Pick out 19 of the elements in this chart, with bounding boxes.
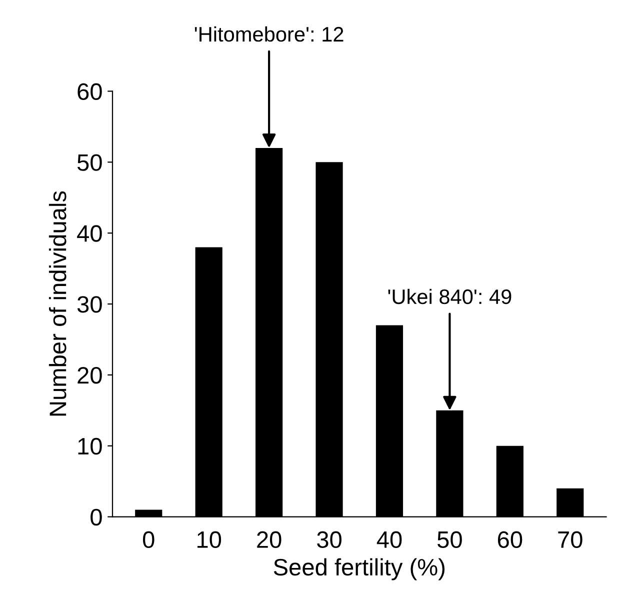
y-tick-label: 0 [90,508,102,526]
y-tick-label: 40 [77,225,102,242]
x-tick-label: 50 [438,531,462,548]
x-tick-label: 20 [257,531,282,548]
y-tick-label: 10 [78,438,102,455]
y-tick-label: 30 [77,296,102,313]
y-tick-label: 50 [77,154,102,171]
x-tick-label: 0 [142,531,154,548]
y-axis-title: Number of individuals [48,191,66,416]
y-tick-label: 20 [78,367,102,384]
x-tick-label: 60 [498,531,522,548]
x-tick-label: 70 [558,531,582,548]
x-axis-title: Seed fertility (%) [274,558,445,580]
y-tick-label: 60 [78,83,102,100]
x-tick-label: 40 [376,531,402,548]
x-tick-label: 10 [198,531,222,548]
annotation: 'Ukei 840': 49 [388,288,512,304]
x-tick-label: 30 [317,531,342,548]
annotation: 'Hitomebore': 12 [194,26,344,42]
